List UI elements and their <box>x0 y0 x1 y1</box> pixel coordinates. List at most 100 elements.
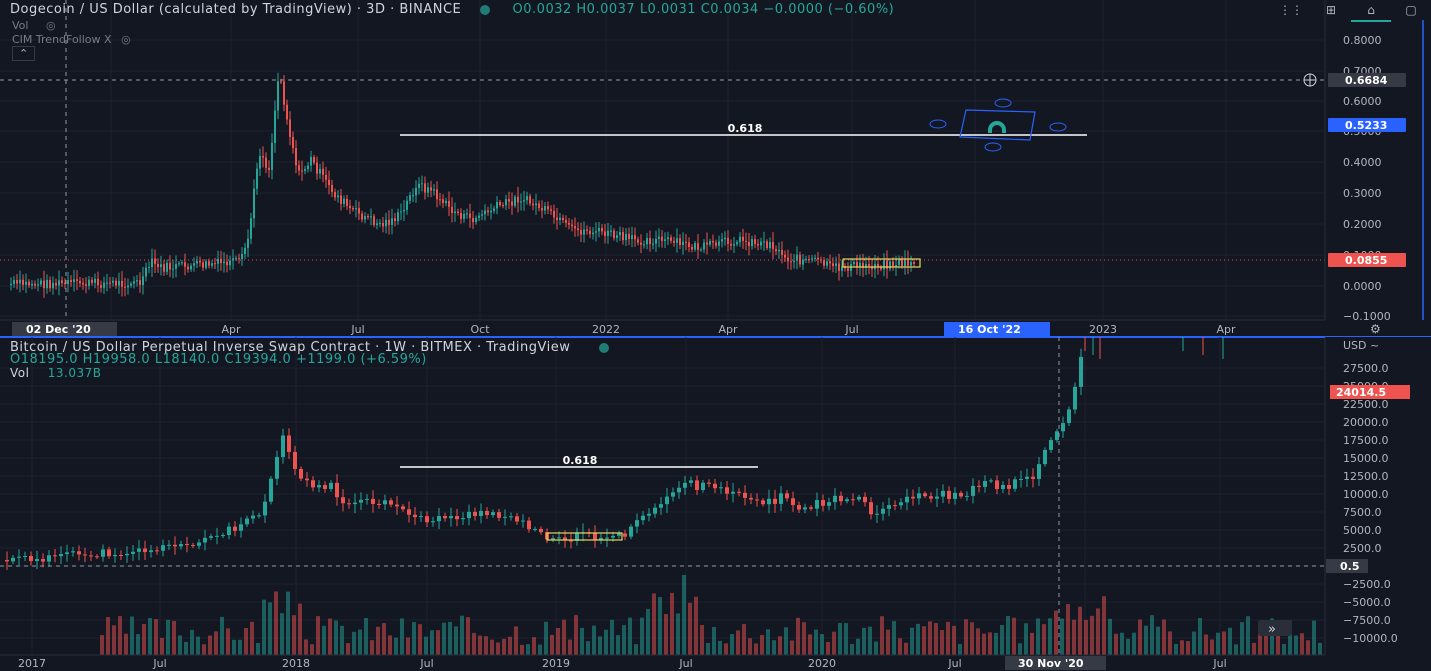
bitcoin-chart-pane[interactable]: 0.618 USD ~27500.025000.022500.020000.01… <box>0 337 1431 671</box>
bottom-tick: 7500.0 <box>1343 506 1382 519</box>
candle <box>673 240 675 243</box>
volume-bar <box>556 628 560 655</box>
candle <box>775 249 777 252</box>
btc-highlight-rectangle[interactable] <box>546 532 623 541</box>
candle <box>304 169 306 171</box>
candle <box>250 218 252 239</box>
volume-bar <box>1144 625 1148 655</box>
candle <box>508 199 510 202</box>
candle <box>742 236 744 241</box>
candle <box>880 266 882 270</box>
dogecoin-symbol-title[interactable]: Dogecoin / US Dollar (calculated by Trad… <box>10 2 462 17</box>
candle <box>701 482 705 490</box>
candle <box>676 238 678 243</box>
highlight-rectangle[interactable] <box>842 258 921 268</box>
candle <box>815 500 819 509</box>
candle <box>563 537 567 541</box>
volume-bar <box>958 644 962 655</box>
bitcoin-plot[interactable]: 0.618 USD ~27500.025000.022500.020000.01… <box>0 337 1431 671</box>
candle <box>475 217 477 223</box>
btc-crosshair-price-badge: 0.5 <box>1340 560 1360 573</box>
candle <box>406 200 408 210</box>
volume-bar <box>982 633 986 655</box>
settings-gear-icon[interactable]: ⚙ <box>1370 322 1381 336</box>
selected-drawing-handles[interactable] <box>929 98 1067 152</box>
candle <box>217 258 219 264</box>
bottom-tick: 17500.0 <box>1343 434 1389 447</box>
candle <box>287 435 291 452</box>
candle <box>965 495 969 497</box>
dogecoin-plot[interactable]: 0.618 0.80000.70000.60000.50000.40000.30… <box>0 0 1431 337</box>
candle <box>748 241 750 247</box>
candle <box>293 451 297 469</box>
candle <box>550 209 552 211</box>
candle <box>893 505 897 507</box>
candle <box>1061 423 1065 432</box>
candle <box>520 201 522 203</box>
candle <box>379 222 381 224</box>
candle <box>371 498 375 504</box>
dogecoin-time-axis: Apr Jul Oct 2022 Apr Jul 2023 Apr <box>221 323 1236 336</box>
volume-bar <box>886 629 890 655</box>
top-time-tick: Apr <box>1216 323 1236 336</box>
drawing-tool-icon[interactable]: ⌂ <box>1351 0 1391 22</box>
volume-bar <box>346 643 350 655</box>
candle <box>11 557 15 562</box>
candle <box>179 544 183 547</box>
candle <box>280 81 282 83</box>
volume-bar <box>1312 620 1316 655</box>
btc-volume-legend[interactable]: Vol 13.037B <box>10 366 102 380</box>
candle <box>619 232 621 236</box>
candle <box>857 496 861 500</box>
candle <box>541 207 543 211</box>
pane-toolbar: ⋮⋮ ⊞ ⌂ ▢ <box>1271 0 1431 22</box>
candle <box>839 495 843 502</box>
volume-bar <box>1276 634 1280 655</box>
candle <box>113 555 117 557</box>
candle <box>887 505 891 509</box>
bitcoin-symbol-title[interactable]: Bitcoin / US Dollar Perpetual Inverse Sw… <box>10 340 571 355</box>
volume-bar <box>298 603 302 655</box>
candle <box>310 157 312 166</box>
volume-bar <box>532 637 536 655</box>
eye-icon-2[interactable]: ◎ <box>121 33 131 46</box>
candle <box>94 278 96 283</box>
candle <box>19 279 21 284</box>
candle <box>551 538 555 540</box>
candle <box>635 520 639 527</box>
maximize-icon[interactable]: ▢ <box>1405 3 1417 17</box>
candle <box>538 203 540 208</box>
dogecoin-chart-pane[interactable]: 0.618 0.80000.70000.60000.50000.40000.30… <box>0 0 1431 337</box>
candle <box>298 165 300 171</box>
volume-bar <box>1228 627 1232 655</box>
volume-bar <box>706 642 710 655</box>
candle <box>640 242 642 245</box>
candle <box>226 261 228 266</box>
candle <box>871 266 873 270</box>
candle <box>763 241 765 243</box>
volume-bar <box>148 618 152 655</box>
candle <box>364 216 366 220</box>
candle <box>856 262 858 268</box>
layout-icon[interactable]: ⊞ <box>1325 3 1337 17</box>
volume-bar <box>1234 644 1238 655</box>
candle <box>191 545 195 547</box>
candle <box>886 260 888 269</box>
bottom-tick: −2500.0 <box>1343 578 1391 591</box>
scroll-to-realtime-button[interactable]: » <box>1268 622 1276 637</box>
pane-separator[interactable] <box>0 336 1431 338</box>
volume-bar <box>1018 643 1022 655</box>
indicator-legend[interactable]: CIM TrendFollow X ◎ <box>12 33 131 46</box>
candle <box>527 520 531 530</box>
drag-handle-icon[interactable]: ⋮⋮ <box>1279 3 1303 17</box>
volume-bar <box>424 636 428 655</box>
magnet-icon[interactable] <box>988 121 1006 133</box>
volume-bar <box>316 616 320 655</box>
volume-legend[interactable]: Vol ◎ <box>12 19 56 32</box>
candle <box>286 104 288 120</box>
candle <box>622 232 624 241</box>
collapse-legend-button[interactable]: ⌃ <box>12 46 36 61</box>
eye-icon[interactable]: ◎ <box>45 19 56 32</box>
volume-bar <box>1192 631 1196 655</box>
candle <box>1007 484 1011 489</box>
